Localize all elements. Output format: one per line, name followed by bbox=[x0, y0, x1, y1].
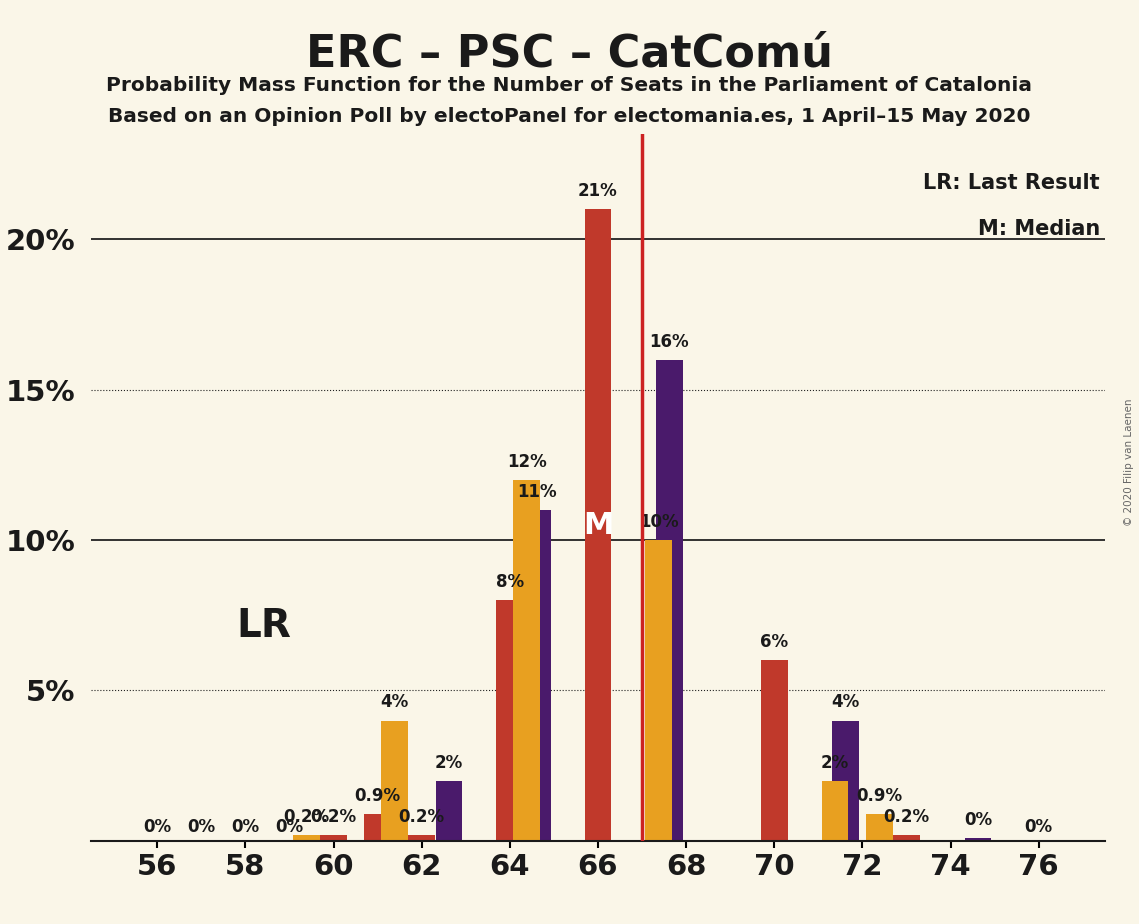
Text: 21%: 21% bbox=[579, 182, 617, 201]
Bar bbox=[656, 359, 682, 841]
Text: 0%: 0% bbox=[144, 819, 171, 836]
Bar bbox=[866, 814, 893, 841]
Text: 12%: 12% bbox=[507, 453, 547, 471]
Text: 0.2%: 0.2% bbox=[399, 808, 444, 826]
Bar bbox=[408, 834, 435, 841]
Text: 2%: 2% bbox=[435, 754, 464, 772]
Bar bbox=[293, 834, 320, 841]
Text: 2%: 2% bbox=[821, 754, 850, 772]
Bar bbox=[893, 834, 920, 841]
Text: 4%: 4% bbox=[831, 694, 860, 711]
Bar bbox=[965, 838, 991, 841]
Text: 0.9%: 0.9% bbox=[354, 786, 401, 805]
Text: LR: Last Result: LR: Last Result bbox=[923, 173, 1100, 193]
Text: LR: LR bbox=[237, 607, 292, 645]
Bar bbox=[821, 781, 849, 841]
Bar bbox=[380, 721, 408, 841]
Text: 0.9%: 0.9% bbox=[857, 786, 902, 805]
Text: 0%: 0% bbox=[231, 819, 260, 836]
Text: M: Median: M: Median bbox=[977, 219, 1100, 238]
Text: M: M bbox=[583, 510, 613, 540]
Bar bbox=[320, 834, 347, 841]
Text: 10%: 10% bbox=[639, 513, 679, 531]
Text: 0.2%: 0.2% bbox=[284, 808, 329, 826]
Text: 8%: 8% bbox=[495, 573, 524, 591]
Text: 0%: 0% bbox=[187, 819, 215, 836]
Bar bbox=[646, 540, 672, 841]
Text: 4%: 4% bbox=[380, 694, 409, 711]
Bar bbox=[514, 480, 540, 841]
Text: 0%: 0% bbox=[276, 819, 303, 836]
Bar bbox=[364, 814, 391, 841]
Text: ERC – PSC – CatComú: ERC – PSC – CatComú bbox=[306, 32, 833, 76]
Bar bbox=[833, 721, 859, 841]
Bar bbox=[761, 661, 788, 841]
Text: 0%: 0% bbox=[1025, 819, 1052, 836]
Bar bbox=[524, 510, 550, 841]
Text: 16%: 16% bbox=[649, 333, 689, 350]
Text: © 2020 Filip van Laenen: © 2020 Filip van Laenen bbox=[1124, 398, 1133, 526]
Text: 0.2%: 0.2% bbox=[311, 808, 357, 826]
Text: Based on an Opinion Poll by electoPanel for electomania.es, 1 April–15 May 2020: Based on an Opinion Poll by electoPanel … bbox=[108, 107, 1031, 127]
Bar bbox=[584, 209, 612, 841]
Bar bbox=[497, 601, 523, 841]
Text: 0.2%: 0.2% bbox=[884, 808, 929, 826]
Text: 0%: 0% bbox=[964, 810, 992, 829]
Text: Probability Mass Function for the Number of Seats in the Parliament of Catalonia: Probability Mass Function for the Number… bbox=[107, 76, 1032, 95]
Bar bbox=[435, 781, 462, 841]
Text: 6%: 6% bbox=[760, 633, 788, 651]
Text: 11%: 11% bbox=[517, 483, 557, 501]
